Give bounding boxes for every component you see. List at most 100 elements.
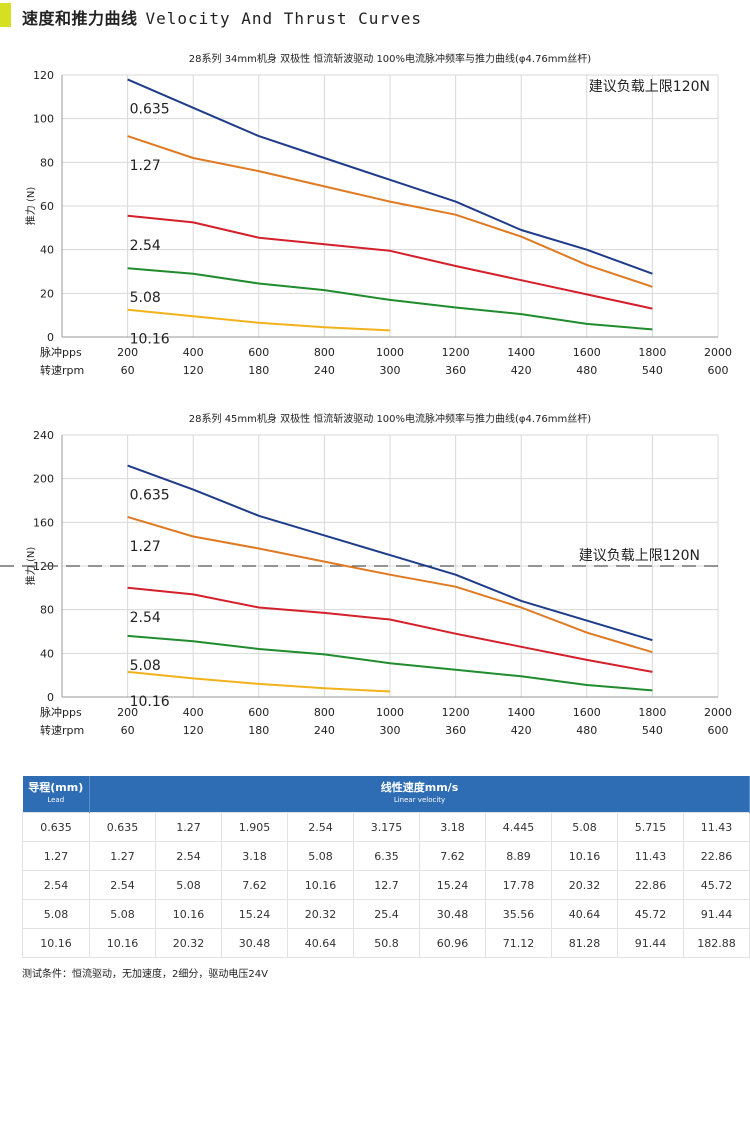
series-label: 2.54	[130, 238, 161, 254]
series-label: 5.08	[130, 658, 161, 674]
velocity-cell: 8.89	[485, 841, 552, 871]
velocity-cell: 11.43	[683, 812, 750, 842]
series-label: 1.27	[130, 158, 161, 174]
series-line-2.54	[127, 214, 653, 310]
series-line-2.54	[127, 586, 653, 673]
series-label: 0.635	[130, 488, 170, 504]
series-label: 0.635	[130, 101, 170, 117]
lead-cell: 10.16	[22, 928, 90, 958]
x-axis-label-pps: 脉冲pps	[40, 345, 82, 359]
x-tick-label-rpm: 600	[708, 724, 729, 737]
x-tick-label-pps: 1400	[507, 706, 535, 719]
section-header: 速度和推力曲线 Velocity And Thrust Curves	[0, 0, 750, 32]
y-tick-label: 40	[40, 244, 54, 257]
table-row: 5.08 5.08 10.16 15.24 20.32 25.4 30.48 35.56 40.…	[22, 899, 750, 929]
velocity-cell: 15.24	[419, 870, 486, 900]
velocity-cell: 22.86	[683, 841, 750, 871]
x-tick-label-rpm: 540	[642, 724, 663, 737]
series-label: 10.16	[130, 332, 170, 348]
velocity-cell: 15.24	[221, 899, 288, 929]
chart-title: 28系列 45mm机身 双极性 恒流斩波驱动 100%电流脉冲频率与推力曲线(φ…	[189, 412, 591, 425]
x-tick-label-rpm: 600	[708, 364, 729, 377]
x-tick-label-pps: 1000	[376, 346, 404, 359]
series-label: 1.27	[130, 539, 161, 555]
lead-cell: 0.635	[22, 812, 90, 842]
lead-header: 导程(mm) Lead	[22, 776, 90, 813]
velocity-cell: 40.64	[551, 899, 618, 929]
y-tick-label: 200	[33, 473, 54, 486]
x-tick-label-pps: 1200	[442, 706, 470, 719]
series-line-0.635	[127, 464, 653, 642]
table-row: 2.54 2.54 5.08 7.62 10.16 12.7 15.24 17.78 20.32…	[22, 870, 750, 900]
x-tick-label-rpm: 480	[576, 724, 597, 737]
velocity-cell: 0.635	[89, 812, 156, 842]
series-label: 2.54	[130, 610, 161, 626]
x-tick-label-rpm: 240	[314, 724, 335, 737]
load-limit-annotation: 建议负载上限120N	[579, 548, 700, 564]
x-tick-label-pps: 200	[117, 706, 138, 719]
velocity-header: 线性速度mm/s Linear velocity	[89, 776, 750, 813]
x-tick-label-rpm: 60	[121, 364, 135, 377]
x-axis-label-rpm: 转速rpm	[40, 723, 84, 737]
x-tick-label-pps: 2000	[704, 346, 732, 359]
y-tick-label: 240	[33, 429, 54, 442]
table-body: 0.635 0.635 1.27 1.905 2.54 3.175 3.18 4.445 5.0…	[22, 812, 750, 958]
table-row: 0.635 0.635 1.27 1.905 2.54 3.175 3.18 4.445 5.0…	[22, 812, 750, 842]
velocity-cell: 30.48	[419, 899, 486, 929]
velocity-cell: 12.7	[353, 870, 420, 900]
series-line-10.16	[127, 670, 391, 693]
velocity-cell: 45.72	[617, 899, 684, 929]
table-row: 10.16 10.16 20.32 30.48 40.64 50.8 60.96 71.12 8…	[22, 928, 750, 958]
y-tick-label: 120	[33, 560, 54, 573]
table-header-row: 导程(mm) Lead 线性速度mm/s Linear velocity	[22, 776, 750, 813]
velocity-cell: 60.96	[419, 928, 486, 958]
velocity-cell: 81.28	[551, 928, 618, 958]
section-title-en: Velocity And Thrust Curves	[145, 9, 422, 28]
x-axis-label-rpm: 转速rpm	[40, 363, 84, 377]
lead-cell: 5.08	[22, 899, 90, 929]
x-axis-label-pps: 脉冲pps	[40, 705, 82, 719]
x-tick-label-rpm: 300	[380, 364, 401, 377]
velocity-cell: 50.8	[353, 928, 420, 958]
x-tick-label-pps: 1800	[638, 706, 666, 719]
velocity-cell: 5.08	[89, 899, 156, 929]
chart-title: 28系列 34mm机身 双极性 恒流斩波驱动 100%电流脉冲频率与推力曲线(φ…	[189, 52, 591, 65]
y-tick-label: 60	[40, 200, 54, 213]
section-title-cn: 速度和推力曲线	[22, 9, 138, 28]
velocity-cell: 5.08	[287, 841, 354, 871]
x-tick-label-pps: 200	[117, 346, 138, 359]
x-tick-label-pps: 600	[248, 346, 269, 359]
x-tick-label-pps: 1600	[573, 346, 601, 359]
y-tick-label: 100	[33, 113, 54, 126]
x-tick-label-pps: 1000	[376, 706, 404, 719]
velocity-cell: 3.18	[221, 841, 288, 871]
x-tick-label-rpm: 240	[314, 364, 335, 377]
velocity-cell: 7.62	[221, 870, 288, 900]
x-tick-label-pps: 1400	[507, 346, 535, 359]
x-tick-label-pps: 1600	[573, 706, 601, 719]
x-tick-label-rpm: 420	[511, 724, 532, 737]
velocity-cell: 40.64	[287, 928, 354, 958]
velocity-cell: 10.16	[155, 899, 222, 929]
velocity-cell: 10.16	[287, 870, 354, 900]
series-label: 5.08	[130, 290, 161, 306]
velocity-cell: 5.715	[617, 812, 684, 842]
velocity-cell: 45.72	[683, 870, 750, 900]
x-tick-label-pps: 800	[314, 346, 335, 359]
series-line-1.27	[127, 515, 653, 654]
velocity-cell: 3.175	[353, 812, 420, 842]
velocity-cell: 10.16	[551, 841, 618, 871]
x-tick-label-rpm: 540	[642, 364, 663, 377]
x-tick-label-rpm: 300	[380, 724, 401, 737]
velocity-cell: 1.905	[221, 812, 288, 842]
velocity-cell: 182.88	[683, 928, 750, 958]
series-line-5.08	[127, 267, 653, 331]
y-tick-label: 40	[40, 647, 54, 660]
section-title: 速度和推力曲线 Velocity And Thrust Curves	[22, 5, 422, 29]
y-tick-label: 0	[47, 691, 54, 704]
x-tick-label-pps: 1200	[442, 346, 470, 359]
x-tick-label-pps: 2000	[704, 706, 732, 719]
velocity-cell: 2.54	[89, 870, 156, 900]
x-tick-label-rpm: 120	[183, 724, 204, 737]
velocity-cell: 30.48	[221, 928, 288, 958]
